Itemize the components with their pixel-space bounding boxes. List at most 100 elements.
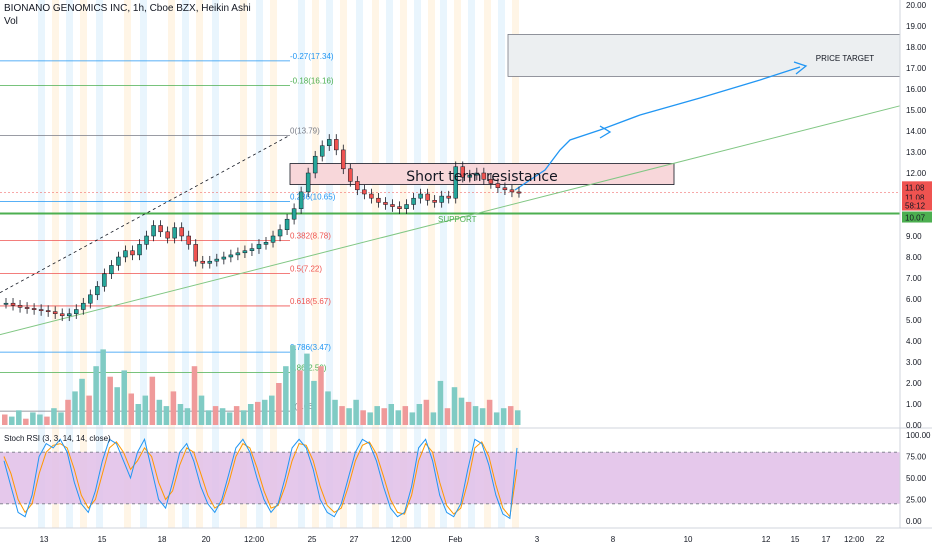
volume-bar	[226, 412, 233, 425]
candle-body	[298, 191, 304, 209]
candle-body	[488, 179, 494, 184]
candle-body	[24, 307, 30, 309]
candle-body	[376, 197, 381, 203]
time-tick-label: 27	[350, 535, 359, 544]
volume-bar	[479, 408, 486, 425]
candle-body	[460, 166, 466, 178]
stoch-tick-label: 75.00	[906, 453, 927, 462]
price-tick-label: 20.00	[906, 1, 927, 10]
volume-bar	[23, 418, 29, 425]
volume-bar	[219, 408, 226, 425]
candle-body	[390, 204, 395, 207]
candle-body	[151, 225, 156, 237]
session-stripe	[414, 0, 421, 528]
fib-label: 1(0.66)	[290, 402, 316, 411]
volume-bar	[318, 366, 324, 425]
candle-body	[123, 250, 128, 258]
time-tick-label: 13	[40, 535, 49, 544]
price-tick-label: 2.00	[906, 379, 922, 388]
stoch-tick-label: 25.00	[906, 496, 927, 505]
candle-body	[432, 200, 437, 203]
volume-bar	[184, 408, 191, 425]
candle-body	[221, 256, 227, 260]
price-tick-label: 4.00	[906, 337, 922, 346]
price-tick-label: 19.00	[906, 22, 927, 31]
candle-body	[291, 208, 297, 220]
session-stripe	[498, 0, 505, 528]
volume-bar	[472, 406, 479, 425]
session-stripe	[270, 0, 277, 528]
price-tick-label: 9.00	[906, 232, 922, 241]
candle-body	[186, 235, 191, 245]
support-label: SUPPORT	[438, 215, 477, 224]
price-badge-label: 11.08	[905, 183, 925, 192]
session-stripe	[182, 0, 189, 528]
price-tick-label: 15.00	[906, 106, 927, 115]
volume-bar	[395, 410, 402, 425]
volume-bar	[86, 395, 92, 425]
candle-body	[284, 218, 290, 230]
candle-body	[235, 252, 241, 256]
volume-bar	[37, 414, 43, 425]
candle-body	[495, 183, 501, 188]
candle-body	[502, 187, 508, 191]
candle-body	[95, 286, 100, 296]
candle-body	[509, 189, 515, 193]
volume-bar	[163, 406, 170, 425]
volume-bar	[402, 406, 409, 425]
fib-label: -0.27(17.34)	[290, 52, 334, 61]
price-badge-label: 11.08	[905, 193, 925, 202]
candle-body	[59, 313, 65, 317]
candle-body	[453, 166, 458, 199]
time-tick-label: 12	[762, 535, 771, 544]
candle-body	[116, 256, 121, 266]
volume-bar	[149, 376, 156, 425]
candle-body	[137, 244, 142, 256]
price-tick-label: 0.00	[906, 421, 922, 430]
candle-body	[102, 273, 107, 287]
candle-body	[404, 204, 409, 209]
volume-bar	[72, 391, 78, 425]
volume-bar	[437, 380, 444, 425]
volume-bar	[409, 412, 416, 425]
volume-bar	[416, 404, 423, 425]
fib-label: 0(13.79)	[290, 126, 320, 135]
volume-bar	[128, 393, 135, 425]
volume-bar	[191, 366, 198, 425]
session-stripe	[80, 0, 87, 528]
candle-body	[144, 235, 149, 245]
time-tick-label: 15	[791, 535, 800, 544]
volume-bar	[156, 399, 163, 425]
session-stripe	[326, 0, 333, 528]
fib-label: 0.618(5.67)	[290, 297, 331, 306]
volume-bar	[304, 353, 310, 425]
volume-bar	[100, 349, 106, 425]
candle-body	[355, 181, 360, 191]
session-stripe	[96, 0, 103, 528]
projection-path	[514, 66, 801, 191]
candle-body	[3, 302, 9, 305]
session-stripe	[340, 0, 347, 528]
candle-body	[341, 149, 346, 170]
volume-bar	[381, 408, 387, 425]
time-tick-label: 18	[158, 535, 167, 544]
stoch-rsi-label: Stoch RSI (3, 3, 14, 14, close)	[4, 434, 111, 443]
candle-body	[411, 197, 416, 205]
volume-bar	[114, 387, 120, 425]
volume-bar	[51, 408, 57, 425]
volume-bar	[107, 376, 113, 425]
volume-bar	[290, 345, 296, 425]
volume-bar	[2, 414, 8, 425]
session-stripe	[52, 0, 59, 528]
session-stripe	[428, 0, 435, 528]
price-tick-label: 5.00	[906, 316, 922, 325]
session-stripe	[372, 0, 379, 528]
candle-body	[418, 193, 423, 199]
time-tick-label: Feb	[448, 535, 462, 544]
volume-bar	[240, 410, 247, 425]
volume-bar	[444, 408, 451, 425]
price-tick-label: 17.00	[906, 64, 927, 73]
candle-body	[207, 260, 213, 264]
candle-body	[326, 139, 332, 146]
